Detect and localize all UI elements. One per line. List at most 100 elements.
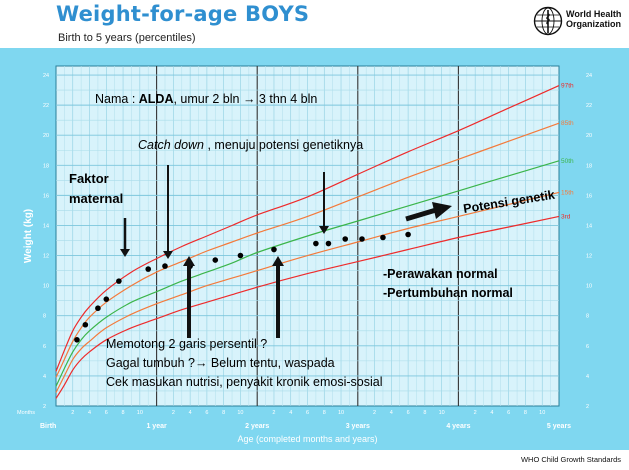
annotation-faktor-line1: Faktor bbox=[69, 171, 109, 186]
y-tick-label-right: 16 bbox=[586, 193, 592, 199]
y-tick-label-left: 18 bbox=[43, 163, 49, 169]
year-tick-label: 3 years bbox=[346, 423, 370, 430]
month-tick-label: 4 bbox=[390, 410, 393, 416]
month-tick-label: 8 bbox=[524, 410, 527, 416]
months-label: Months bbox=[17, 410, 35, 416]
y-tick-label-left: 22 bbox=[43, 103, 49, 109]
month-tick-label: 6 bbox=[205, 410, 208, 416]
arrow-catch-down-head bbox=[163, 251, 173, 259]
measurement-points bbox=[74, 231, 411, 343]
measurement-point bbox=[271, 246, 277, 253]
y-tick-label-right: 12 bbox=[586, 254, 592, 260]
y-tick-label-right: 10 bbox=[586, 284, 592, 290]
y-tick-label-right: 20 bbox=[586, 133, 592, 139]
measurement-point bbox=[145, 266, 152, 272]
annotation-cek-nutrisi: Cek masukan nutrisi, penyakit kronik emo… bbox=[106, 375, 383, 389]
y-tick-label-right: 8 bbox=[586, 314, 589, 320]
month-tick-label: 4 bbox=[189, 410, 192, 416]
y-tick-label-left: 10 bbox=[43, 284, 49, 290]
y-tick-label-left: 16 bbox=[43, 193, 49, 199]
arrow-potensi-head bbox=[432, 202, 452, 219]
chart-title: Weight-for-age BOYS bbox=[56, 2, 310, 26]
month-tick-label: 2 bbox=[71, 410, 74, 416]
who-org-name: World Health Organization bbox=[566, 9, 621, 29]
percentile-label: 15th bbox=[561, 189, 574, 196]
arrow-faktor-head bbox=[120, 249, 130, 257]
percentile-curve-15th bbox=[55, 191, 560, 393]
arrow-memotong-2-head bbox=[272, 256, 284, 266]
measurement-point bbox=[74, 337, 80, 343]
month-tick-label: 4 bbox=[88, 410, 91, 416]
arrow-catch-down-2-head bbox=[319, 226, 329, 234]
percentile-curve-97th bbox=[55, 85, 560, 372]
month-tick-label: 8 bbox=[122, 410, 125, 416]
y-tick-label-left: 14 bbox=[43, 223, 49, 229]
month-tick-label: 10 bbox=[439, 410, 445, 416]
annotation-faktor-line2: maternal bbox=[69, 191, 123, 206]
month-tick-label: 2 bbox=[272, 410, 275, 416]
annotation-nama: Nama : ALDA, umur 2 bln → 3 thn 4 bln bbox=[95, 92, 317, 106]
y-tick-label-right: 6 bbox=[586, 344, 589, 350]
y-tick-label-left: 20 bbox=[43, 133, 49, 139]
arrow-potensi-shaft bbox=[405, 207, 437, 222]
month-tick-label: 10 bbox=[338, 410, 344, 416]
percentile-label: 97th bbox=[561, 83, 574, 90]
annotation-catch-down: Catch down , menuju potensi genetiknya bbox=[138, 138, 363, 152]
month-tick-label: 8 bbox=[222, 410, 225, 416]
annotation-gagal-tumbuh: Gagal tumbuh ?→ Belum tentu, waspada bbox=[106, 356, 335, 370]
year-tick-label: 1 year bbox=[146, 423, 167, 430]
percentile-label: 85th bbox=[561, 120, 574, 127]
percentile-label: 3rd bbox=[561, 213, 571, 220]
percentile-curve-3rd bbox=[55, 215, 560, 399]
year-tick-label: 2 years bbox=[245, 423, 269, 430]
y-tick-label-left: 2 bbox=[43, 404, 46, 410]
year-tick-label: 5 years bbox=[547, 423, 571, 430]
measurement-point bbox=[325, 240, 332, 247]
footer-credit: WHO Child Growth Standards bbox=[520, 455, 621, 464]
y-axis-label: Weight (kg) bbox=[23, 209, 34, 263]
month-tick-label: 4 bbox=[289, 410, 292, 416]
y-tick-label-right: 4 bbox=[586, 374, 589, 380]
percentile-curve-50th bbox=[55, 160, 560, 387]
y-tick-label-left: 12 bbox=[43, 254, 49, 260]
month-tick-label: 2 bbox=[474, 410, 477, 416]
y-tick-label-right: 22 bbox=[586, 103, 592, 109]
month-tick-label: 6 bbox=[306, 410, 309, 416]
measurement-point bbox=[237, 252, 244, 259]
month-tick-label: 2 bbox=[172, 410, 175, 416]
y-tick-label-right: 18 bbox=[586, 163, 592, 169]
measurement-point bbox=[359, 236, 365, 242]
measurement-point bbox=[212, 257, 219, 263]
month-tick-label: 2 bbox=[373, 410, 376, 416]
percentile-label: 50th bbox=[561, 158, 574, 165]
month-tick-label: 6 bbox=[407, 410, 410, 416]
annotation-pertumbuhan: -Pertumbuhan normal bbox=[383, 286, 513, 300]
measurement-point bbox=[162, 263, 168, 269]
x-axis-label: Age (completed months and years) bbox=[237, 434, 377, 444]
month-tick-label: 4 bbox=[490, 410, 493, 416]
measurement-point bbox=[405, 231, 411, 238]
annotation-memotong: Memotong 2 garis persentil ? bbox=[106, 337, 267, 351]
who-org-name-line1: World Health bbox=[566, 9, 622, 19]
measurement-point bbox=[380, 234, 386, 241]
arrow-memotong-head bbox=[183, 256, 195, 266]
y-tick-label-left: 24 bbox=[43, 73, 49, 79]
month-tick-label: 10 bbox=[539, 410, 545, 416]
month-tick-label: 6 bbox=[507, 410, 510, 416]
who-logo-icon bbox=[533, 6, 563, 36]
y-tick-label-right: 14 bbox=[586, 223, 592, 229]
percentile-curves: 97th 85th 50th 15th 3rd bbox=[55, 83, 574, 399]
y-tick-label-left: 4 bbox=[43, 374, 46, 380]
month-tick-label: 8 bbox=[323, 410, 326, 416]
year-tick-label: Birth bbox=[40, 423, 56, 430]
y-tick-label-right: 24 bbox=[586, 73, 592, 79]
month-tick-label: 6 bbox=[105, 410, 108, 416]
percentile-curve-85th bbox=[55, 122, 560, 378]
measurement-point bbox=[103, 296, 110, 302]
measurement-point bbox=[342, 236, 349, 242]
measurement-point bbox=[95, 305, 101, 312]
measurement-point bbox=[313, 240, 319, 247]
annotation-perawakan: -Perawakan normal bbox=[383, 267, 498, 281]
